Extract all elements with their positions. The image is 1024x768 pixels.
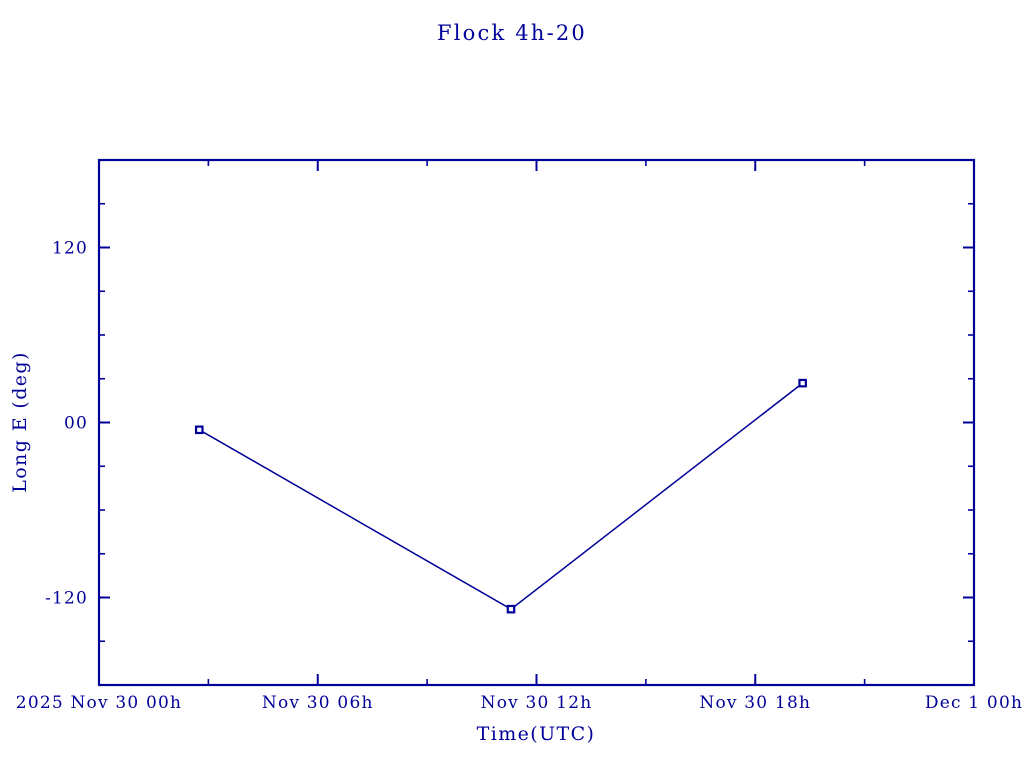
x-tick-label: 2025 Nov 30 00h bbox=[16, 693, 182, 713]
chart-title: Flock 4h-20 bbox=[437, 21, 587, 45]
x-tick-label: Dec 1 00h bbox=[925, 693, 1023, 713]
x-axis-tick-labels: 2025 Nov 30 00h Nov 30 06h Nov 30 12h Nov 3… bbox=[16, 693, 1023, 713]
data-series-long-e bbox=[194, 378, 807, 614]
y-tick-label: 00 bbox=[64, 414, 88, 434]
x-tick-label: Nov 30 18h bbox=[699, 693, 811, 713]
x-axis-title: Time(UTC) bbox=[477, 723, 596, 745]
y-tick-label: -120 bbox=[45, 589, 88, 609]
y-axis-ticks bbox=[99, 159, 974, 686]
y-tick-label: 120 bbox=[52, 239, 88, 259]
x-tick-label: Nov 30 06h bbox=[262, 693, 374, 713]
x-tick-label: Nov 30 12h bbox=[481, 693, 593, 713]
y-axis-title: Long E (deg) bbox=[9, 351, 31, 493]
data-point-marker bbox=[506, 604, 516, 614]
data-point-marker bbox=[194, 425, 204, 435]
data-point-marker bbox=[798, 378, 807, 388]
y-axis-tick-labels: 120 00 -120 bbox=[45, 239, 88, 609]
x-axis-ticks bbox=[98, 160, 975, 685]
